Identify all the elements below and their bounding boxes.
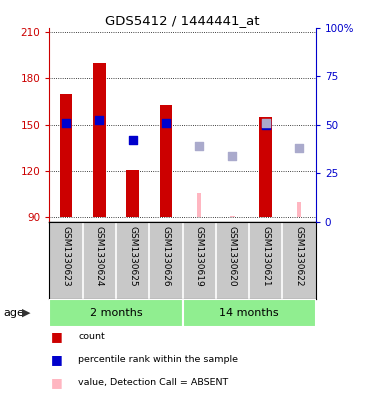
Point: [196, 143, 202, 150]
Point: [163, 120, 169, 127]
Text: GSM1330625: GSM1330625: [128, 226, 137, 286]
Bar: [297, 202, 301, 217]
Bar: [59, 94, 72, 217]
Text: ■: ■: [51, 353, 63, 366]
Text: percentile rank within the sample: percentile rank within the sample: [78, 355, 238, 364]
Bar: [126, 169, 139, 217]
Text: ■: ■: [51, 330, 63, 343]
Text: GSM1330624: GSM1330624: [95, 226, 104, 286]
Bar: [260, 117, 272, 217]
Text: GDS5412 / 1444441_at: GDS5412 / 1444441_at: [105, 14, 260, 27]
Point: [96, 117, 102, 123]
Text: GSM1330620: GSM1330620: [228, 226, 237, 286]
Bar: [230, 216, 235, 217]
Text: 14 months: 14 months: [219, 308, 279, 318]
Point: [130, 137, 135, 143]
Text: GSM1330623: GSM1330623: [61, 226, 70, 286]
Bar: [197, 193, 201, 217]
Bar: [93, 63, 105, 217]
Text: count: count: [78, 332, 105, 341]
Point: [63, 120, 69, 127]
Text: ▶: ▶: [22, 308, 31, 318]
Text: GSM1330619: GSM1330619: [195, 226, 204, 286]
Point: [263, 120, 269, 127]
Point: [263, 122, 269, 128]
Text: GSM1330622: GSM1330622: [295, 226, 304, 286]
Point: [296, 145, 302, 151]
Bar: [160, 105, 172, 217]
Text: ■: ■: [51, 376, 63, 389]
Point: [230, 152, 235, 159]
Bar: [49, 299, 182, 327]
Text: GSM1330626: GSM1330626: [161, 226, 170, 286]
Bar: [182, 299, 316, 327]
Text: value, Detection Call = ABSENT: value, Detection Call = ABSENT: [78, 378, 229, 387]
Text: age: age: [4, 308, 24, 318]
Text: GSM1330621: GSM1330621: [261, 226, 270, 286]
Text: 2 months: 2 months: [89, 308, 142, 318]
